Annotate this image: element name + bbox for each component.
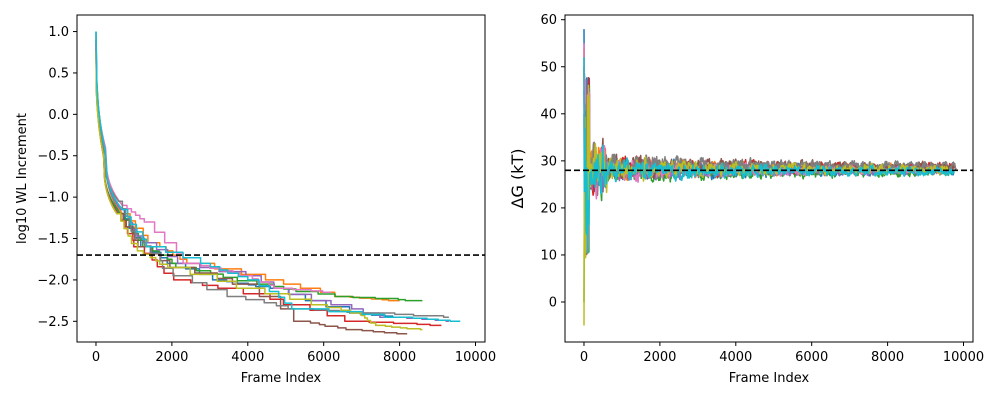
x-tick-label: 6000 (795, 350, 828, 365)
left-plot-y-axis-label: log10 WL Increment (15, 113, 30, 244)
y-tick-label: 30 (540, 154, 557, 169)
y-tick-label: −2.0 (37, 273, 69, 288)
x-tick-label: 4000 (719, 350, 752, 365)
y-tick-label: −2.5 (37, 315, 69, 330)
y-tick-label: −1.0 (37, 191, 69, 206)
left-plot-y-ticks: 1.0 0.5 0.0 −0.5 −1.0 −1.5 −2.0 −2.5 (37, 25, 77, 330)
right-plot-y-axis-label: ΔG (kT) (508, 149, 527, 209)
left-plot-x-axis-label: Frame Index (241, 371, 322, 386)
y-tick-label: 0 (549, 296, 557, 311)
x-tick-label: 6000 (307, 350, 340, 365)
series-line (95, 52, 423, 331)
y-tick-label: 60 (540, 13, 557, 28)
left-plot-frame (76, 14, 486, 343)
x-tick-label: 0 (92, 350, 100, 365)
x-tick-label: 8000 (871, 350, 904, 365)
left-plot-x-ticks: 0 2000 4000 6000 8000 10000 (92, 342, 496, 365)
series-line (95, 56, 449, 318)
y-tick-label: 1.0 (48, 25, 69, 40)
x-tick-label: 2000 (643, 350, 676, 365)
right-plot-y-ticks: 0 10 20 30 40 50 60 (540, 13, 565, 311)
right-plot: 0 2000 4000 6000 8000 10000 0 10 20 30 40 50 60 Fra… (508, 13, 984, 386)
series-line (583, 57, 955, 255)
y-tick-label: 50 (540, 60, 557, 75)
x-tick-label: 2000 (155, 350, 188, 365)
right-plot-x-ticks: 0 2000 4000 6000 8000 10000 (580, 342, 984, 365)
y-tick-label: 0.0 (48, 108, 69, 123)
y-tick-label: 20 (540, 201, 557, 216)
x-tick-label: 0 (580, 350, 588, 365)
y-tick-label: 40 (540, 107, 557, 122)
y-tick-label: −0.5 (37, 149, 69, 164)
x-tick-label: 10000 (943, 350, 984, 365)
series-line (95, 43, 332, 294)
x-tick-label: 4000 (231, 350, 264, 365)
y-tick-label: 10 (540, 248, 557, 263)
y-tick-label: 0.5 (48, 66, 69, 81)
left-plot-series-group (95, 31, 461, 335)
left-plot: 0 2000 4000 6000 8000 10000 1.0 0.5 0.0 −0.5 −1.0… (15, 14, 496, 386)
x-tick-label: 10000 (455, 350, 496, 365)
right-plot-x-axis-label: Frame Index (729, 371, 810, 386)
series-line (95, 31, 461, 323)
x-tick-label: 8000 (383, 350, 416, 365)
right-plot-frame (564, 14, 974, 343)
y-tick-label: −1.5 (37, 232, 69, 247)
